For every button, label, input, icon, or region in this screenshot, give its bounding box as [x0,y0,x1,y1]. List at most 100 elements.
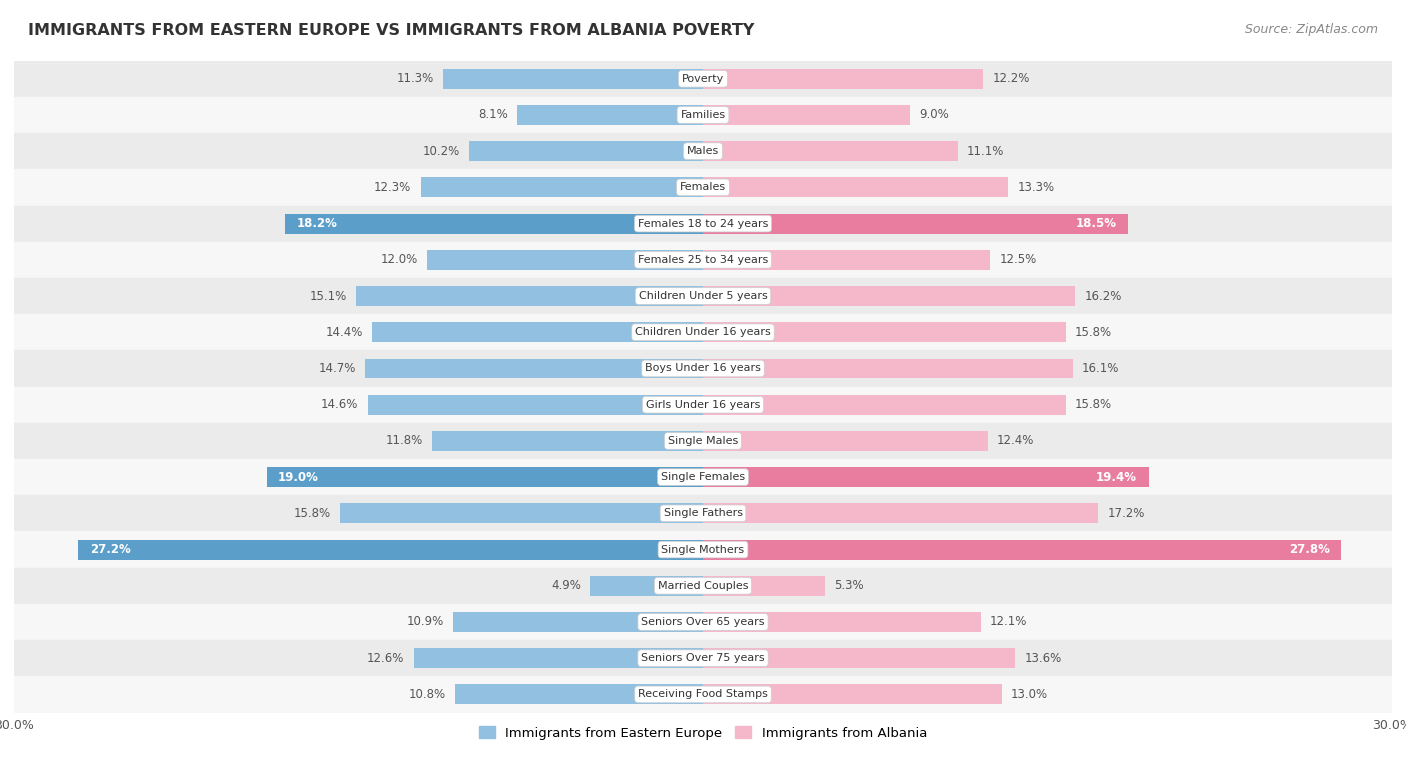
Bar [366,359,703,378]
Bar [14,423,1392,459]
Bar [443,69,703,89]
Text: Single Males: Single Males [668,436,738,446]
Bar [703,503,1098,523]
Legend: Immigrants from Eastern Europe, Immigrants from Albania: Immigrants from Eastern Europe, Immigran… [474,721,932,745]
Text: 19.0%: 19.0% [278,471,319,484]
Text: Married Couples: Married Couples [658,581,748,590]
Bar [591,576,703,596]
Bar [14,531,1392,568]
Bar [453,612,703,632]
Text: 16.1%: 16.1% [1083,362,1119,375]
Text: 13.6%: 13.6% [1025,652,1062,665]
Text: Males: Males [688,146,718,156]
Bar [14,278,1392,314]
Bar [14,205,1392,242]
Text: 12.0%: 12.0% [381,253,418,266]
Bar [703,250,990,270]
Text: 16.2%: 16.2% [1084,290,1122,302]
Bar [14,350,1392,387]
Text: Receiving Food Stamps: Receiving Food Stamps [638,690,768,700]
Text: 13.0%: 13.0% [1011,688,1047,701]
Bar [373,322,703,342]
Bar [340,503,703,523]
Bar [14,640,1392,676]
Bar [356,286,703,306]
Bar [703,612,981,632]
Bar [420,177,703,197]
Bar [703,105,910,125]
Text: 18.2%: 18.2% [297,217,337,230]
Text: Seniors Over 75 years: Seniors Over 75 years [641,653,765,663]
Text: 11.3%: 11.3% [396,72,434,85]
Text: 17.2%: 17.2% [1107,507,1144,520]
Bar [703,395,1066,415]
Text: Females 25 to 34 years: Females 25 to 34 years [638,255,768,265]
Text: Families: Families [681,110,725,120]
Text: 14.7%: 14.7% [319,362,356,375]
Text: Single Mothers: Single Mothers [661,544,745,555]
Bar [14,387,1392,423]
Text: 15.8%: 15.8% [1076,326,1112,339]
Bar [427,250,703,270]
Bar [703,322,1066,342]
Text: 12.4%: 12.4% [997,434,1035,447]
Text: 9.0%: 9.0% [920,108,949,121]
Text: 14.6%: 14.6% [321,398,359,411]
Text: Girls Under 16 years: Girls Under 16 years [645,399,761,409]
Bar [517,105,703,125]
Bar [703,359,1073,378]
Text: 27.2%: 27.2% [90,543,131,556]
Bar [413,648,703,668]
Bar [703,286,1076,306]
Text: 19.4%: 19.4% [1097,471,1137,484]
Text: 10.2%: 10.2% [422,145,460,158]
Text: 10.8%: 10.8% [409,688,446,701]
Bar [285,214,703,233]
Text: Single Fathers: Single Fathers [664,509,742,518]
Text: Children Under 16 years: Children Under 16 years [636,327,770,337]
Bar [14,133,1392,169]
Bar [456,684,703,704]
Bar [79,540,703,559]
Text: 15.8%: 15.8% [1076,398,1112,411]
Bar [368,395,703,415]
Text: 5.3%: 5.3% [834,579,863,592]
Text: 13.3%: 13.3% [1018,181,1054,194]
Text: 14.4%: 14.4% [326,326,363,339]
Bar [703,431,988,451]
Text: 4.9%: 4.9% [551,579,581,592]
Text: 11.1%: 11.1% [967,145,1004,158]
Text: 18.5%: 18.5% [1076,217,1116,230]
Text: 15.1%: 15.1% [309,290,347,302]
Bar [703,576,825,596]
Text: 12.1%: 12.1% [990,615,1028,628]
Bar [14,459,1392,495]
Bar [703,540,1341,559]
Bar [703,141,957,161]
Text: Children Under 5 years: Children Under 5 years [638,291,768,301]
Bar [703,69,983,89]
Text: 15.8%: 15.8% [294,507,330,520]
Text: 27.8%: 27.8% [1289,543,1330,556]
Bar [703,467,1149,487]
Text: 8.1%: 8.1% [478,108,508,121]
Text: 12.3%: 12.3% [374,181,412,194]
Bar [14,495,1392,531]
Bar [703,684,1001,704]
Text: 12.5%: 12.5% [1000,253,1036,266]
Text: 10.9%: 10.9% [406,615,443,628]
Text: Source: ZipAtlas.com: Source: ZipAtlas.com [1244,23,1378,36]
Bar [267,467,703,487]
Bar [432,431,703,451]
Text: 11.8%: 11.8% [385,434,423,447]
Bar [14,97,1392,133]
Bar [14,169,1392,205]
Bar [14,676,1392,713]
Text: IMMIGRANTS FROM EASTERN EUROPE VS IMMIGRANTS FROM ALBANIA POVERTY: IMMIGRANTS FROM EASTERN EUROPE VS IMMIGR… [28,23,755,38]
Bar [14,61,1392,97]
Text: Females 18 to 24 years: Females 18 to 24 years [638,218,768,229]
Bar [14,604,1392,640]
Text: Females: Females [681,183,725,193]
Text: Single Females: Single Females [661,472,745,482]
Text: Boys Under 16 years: Boys Under 16 years [645,364,761,374]
